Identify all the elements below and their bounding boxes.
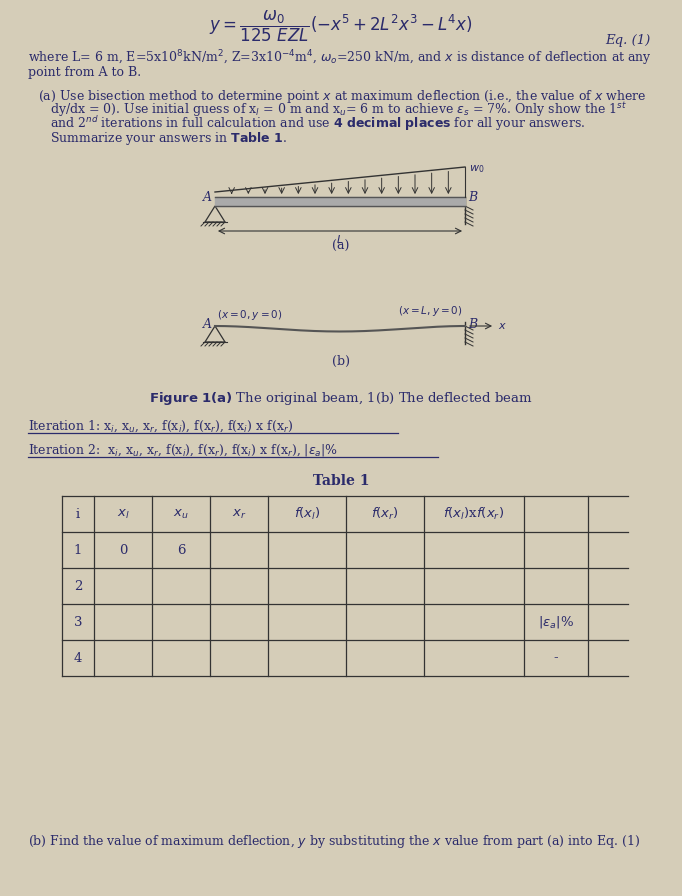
Text: $x$: $x$ bbox=[498, 321, 507, 331]
Text: Iteration 2:  x$_i$, x$_u$, x$_r$, f(x$_i$), f(x$_r$), f(x$_i$) x f(x$_r$), $|\v: Iteration 2: x$_i$, x$_u$, x$_r$, f(x$_i… bbox=[28, 442, 338, 458]
Text: $f(x_l)$: $f(x_l)$ bbox=[294, 506, 321, 522]
Text: $y = \dfrac{\omega_0}{125\ EZL}(-x^5 + 2L^2x^3 - L^4x)$: $y = \dfrac{\omega_0}{125\ EZL}(-x^5 + 2… bbox=[209, 8, 473, 44]
Text: $f(x_l)$x$f(x_r)$: $f(x_l)$x$f(x_r)$ bbox=[443, 506, 505, 522]
Text: (a) Use bisection method to determine point $x$ at maximum deflection (i.e., the: (a) Use bisection method to determine po… bbox=[38, 88, 647, 105]
Text: $w_0$: $w_0$ bbox=[469, 163, 484, 175]
Text: $|\varepsilon_a|$%: $|\varepsilon_a|$% bbox=[538, 614, 574, 630]
Text: (b) Find the value of maximum deflection, $y$ by substituting the $x$ value from: (b) Find the value of maximum deflection… bbox=[28, 832, 640, 849]
Text: $\bf{Figure\ 1(a)}$ The original beam, 1(b) The deflected beam: $\bf{Figure\ 1(a)}$ The original beam, 1… bbox=[149, 390, 533, 407]
Text: 2: 2 bbox=[74, 580, 83, 592]
Text: 0: 0 bbox=[119, 544, 127, 556]
Text: dy/dx = 0). Use initial guess of x$_l$ = 0 m and x$_u$= 6 m to achieve $\varepsi: dy/dx = 0). Use initial guess of x$_l$ =… bbox=[50, 100, 627, 119]
Text: A: A bbox=[203, 191, 212, 203]
Text: i: i bbox=[76, 507, 80, 521]
Text: $(x = L, y = 0)$: $(x = L, y = 0)$ bbox=[398, 304, 463, 318]
Text: $f(x_r)$: $f(x_r)$ bbox=[371, 506, 399, 522]
Text: and 2$^{nd}$ iterations in full calculation and use $\mathbf{4\ decimal\ places}: and 2$^{nd}$ iterations in full calculat… bbox=[50, 115, 585, 134]
Text: Table 1: Table 1 bbox=[313, 474, 369, 488]
Text: 4: 4 bbox=[74, 651, 83, 665]
Text: where L= 6 m, E=5x10$^8$kN/m$^2$, Z=3x10$^{-4}$m$^4$, $\omega_o$=250 kN/m, and $: where L= 6 m, E=5x10$^8$kN/m$^2$, Z=3x10… bbox=[28, 48, 652, 68]
Text: 6: 6 bbox=[177, 544, 186, 556]
Text: point from A to B.: point from A to B. bbox=[28, 65, 141, 79]
Text: (a): (a) bbox=[332, 239, 350, 253]
Text: B: B bbox=[468, 191, 477, 203]
Text: Eq. (1): Eq. (1) bbox=[605, 33, 650, 47]
Bar bbox=[215, 197, 465, 206]
Text: B: B bbox=[468, 317, 477, 331]
Text: 1: 1 bbox=[74, 544, 83, 556]
Text: $x_r$: $x_r$ bbox=[232, 507, 246, 521]
Text: 3: 3 bbox=[74, 616, 83, 628]
Text: $x_l$: $x_l$ bbox=[117, 507, 130, 521]
Text: -: - bbox=[554, 651, 559, 665]
Text: $x_u$: $x_u$ bbox=[173, 507, 189, 521]
Text: A: A bbox=[203, 317, 212, 331]
Text: Iteration 1: x$_i$, x$_u$, x$_r$, f(x$_i$), f(x$_r$), f(x$_i$) x f(x$_r$): Iteration 1: x$_i$, x$_u$, x$_r$, f(x$_i… bbox=[28, 418, 293, 434]
Text: (b): (b) bbox=[332, 355, 350, 367]
Text: $(x = 0, y = 0)$: $(x = 0, y = 0)$ bbox=[217, 308, 282, 322]
Text: $L$: $L$ bbox=[336, 233, 344, 245]
Text: Summarize your answers in $\mathbf{Table\ 1}$.: Summarize your answers in $\mathbf{Table… bbox=[50, 130, 287, 147]
